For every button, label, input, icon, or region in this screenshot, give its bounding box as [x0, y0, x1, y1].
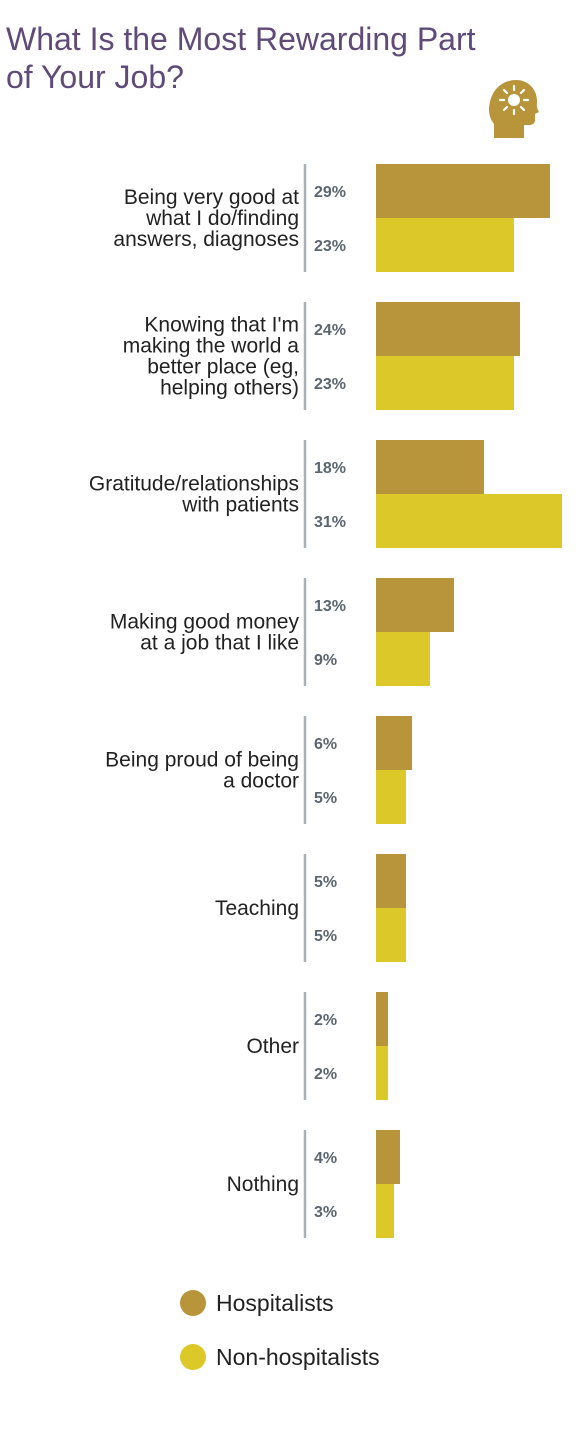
category-label: Being very good at what I do/finding answe… — [113, 186, 299, 251]
category-label: Nothing — [227, 1173, 299, 1196]
bar-non-hospitalists — [376, 770, 406, 824]
bar-hospitalists — [376, 854, 406, 908]
chart-legend: Hospitalists Non-hospitalists — [180, 1288, 560, 1396]
bar-hospitalists — [376, 302, 520, 356]
category-label: Other — [246, 1035, 299, 1058]
bar-non-hospitalists — [376, 1184, 394, 1238]
category-label-line: Teaching — [215, 897, 299, 920]
category-label-line: what I do/finding — [145, 207, 299, 230]
lightbulb-rays — [498, 84, 530, 116]
lightbulb-core — [508, 94, 520, 106]
category-label: Making good money at a job that I like — [110, 611, 300, 655]
bar-non-hospitalists — [376, 494, 562, 548]
bar-hospitalists — [376, 578, 454, 632]
percent-label: 31% — [314, 514, 346, 531]
category-label-line: better place (eg, — [147, 356, 299, 379]
chart-title: What Is the Most Rewarding Part of Your … — [6, 20, 566, 96]
category-label-line: Knowing that I'm — [144, 314, 299, 337]
legend-swatch-hospitalists — [180, 1290, 206, 1316]
percent-label: 24% — [314, 322, 346, 339]
category-label-line: Nothing — [227, 1173, 299, 1196]
legend-item-non-hospitalists: Non-hospitalists — [180, 1342, 560, 1372]
legend-item-hospitalists: Hospitalists — [180, 1288, 560, 1318]
legend-swatch-non-hospitalists — [180, 1344, 206, 1370]
bar-hospitalists — [376, 1130, 400, 1184]
percent-label: 13% — [314, 598, 346, 615]
legend-label-hospitalists: Hospitalists — [216, 1289, 334, 1316]
chart-title-line-1: What Is the Most Rewarding Part — [6, 21, 476, 57]
bar-hospitalists — [376, 440, 484, 494]
percent-label: 18% — [314, 460, 346, 477]
bar-non-hospitalists — [376, 632, 430, 686]
percent-label: 9% — [314, 652, 337, 669]
category-label: Being proud of being a doctor — [105, 749, 299, 793]
percent-label: 2% — [314, 1012, 337, 1029]
chart-title-line-2: of Your Job? — [6, 59, 184, 95]
percent-label: 3% — [314, 1204, 337, 1221]
bar-non-hospitalists — [376, 218, 514, 272]
bar-hospitalists — [376, 164, 550, 218]
category-label-line: with patients — [181, 494, 299, 517]
percent-label: 29% — [314, 184, 346, 201]
bar-non-hospitalists — [376, 356, 514, 410]
category-label-line: making the world a — [123, 335, 300, 358]
percent-label: 5% — [314, 928, 337, 945]
category-label-line: answers, diagnoses — [113, 228, 299, 251]
percent-label: 23% — [314, 376, 346, 393]
bar-non-hospitalists — [376, 908, 406, 962]
category-label: Knowing that I'm making the world a better… — [123, 314, 300, 400]
category-label: Gratitude/relationships with patients — [89, 473, 299, 517]
percent-label: 4% — [314, 1150, 337, 1167]
head-with-lightbulb-icon — [489, 80, 539, 138]
legend-label-non-hospitalists: Non-hospitalists — [216, 1343, 380, 1370]
category-label-line: Gratitude/relationships — [89, 473, 299, 496]
category-label-line: at a job that I like — [140, 632, 299, 655]
category-label-line: Being proud of being — [105, 749, 299, 772]
category-label-line: Other — [246, 1035, 299, 1058]
category-label-line: a doctor — [223, 770, 299, 793]
bar-hospitalists — [376, 992, 388, 1046]
percent-label: 5% — [314, 874, 337, 891]
bar-hospitalists — [376, 716, 412, 770]
category-label-line: Being very good at — [124, 186, 299, 209]
percent-label: 23% — [314, 238, 346, 255]
category-label-line: helping others) — [160, 377, 299, 400]
category-label: Teaching — [215, 897, 299, 920]
percent-label: 2% — [314, 1066, 337, 1083]
percent-label: 6% — [314, 736, 337, 753]
bar-non-hospitalists — [376, 1046, 388, 1100]
percent-label: 5% — [314, 790, 337, 807]
category-label-line: Making good money — [110, 611, 300, 634]
